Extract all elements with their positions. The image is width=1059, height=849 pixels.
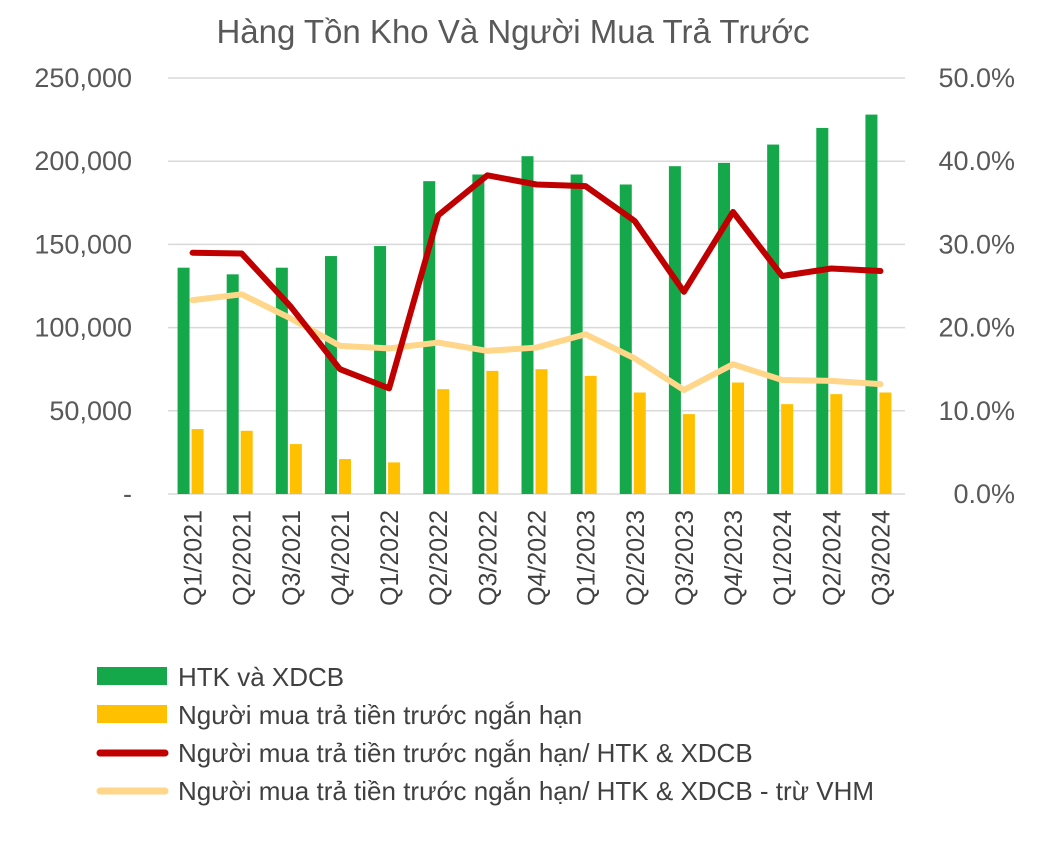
left-tick-label: 50,000 (49, 396, 132, 426)
left-axis-ticks: - 50,000 100,000 150,000 200,000 250,000 (34, 63, 132, 509)
line-ratio (189, 172, 884, 392)
bar-htk-xdcb (275, 267, 288, 494)
bar-nguoi-mua-tra-truoc (437, 389, 450, 494)
bar-htk-xdcb (226, 274, 239, 494)
bar-nguoi-mua-tra-truoc (191, 429, 204, 494)
bar-htk-xdcb (324, 256, 337, 494)
left-tick-label: - (123, 479, 132, 509)
bar-nguoi-mua-tra-truoc (781, 404, 794, 494)
bar-nguoi-mua-tra-truoc (388, 462, 401, 494)
bar-nguoi-mua-tra-truoc (633, 392, 646, 494)
bar-htk-xdcb (767, 144, 780, 494)
bar-nguoi-mua-tra-truoc (732, 382, 745, 494)
bar-series (177, 114, 892, 495)
left-tick-label: 250,000 (34, 63, 132, 93)
bar-nguoi-mua-tra-truoc (338, 459, 351, 494)
left-tick-label: 150,000 (34, 229, 132, 259)
right-tick-label: 10.0% (938, 396, 1015, 426)
category-label: Q3/2021 (278, 510, 306, 606)
bar-htk-xdcb (865, 114, 878, 494)
legend-swatch (97, 667, 167, 685)
bar-nguoi-mua-tra-truoc (830, 394, 843, 494)
chart-title: Hàng Tồn Kho Và Người Mua Trả Trước (216, 13, 809, 50)
bar-nguoi-mua-tra-truoc (879, 392, 892, 494)
category-label: Q3/2022 (474, 510, 502, 606)
bar-htk-xdcb (816, 127, 829, 495)
bar-htk-xdcb (668, 166, 681, 494)
bar-nguoi-mua-tra-truoc (486, 370, 499, 494)
category-label: Q1/2022 (376, 510, 404, 606)
category-label: Q1/2023 (573, 510, 601, 606)
category-labels: Q1/2021 Q2/2021 Q3/2021 Q4/2021 Q1/2022 Q2/20… (180, 510, 896, 606)
legend-swatch (97, 705, 167, 723)
bar-htk-xdcb (177, 267, 190, 494)
legend-label: HTK và XDCB (178, 662, 344, 692)
category-label: Q4/2022 (524, 510, 552, 606)
right-tick-label: 50.0% (938, 63, 1015, 93)
category-label: Q2/2024 (818, 510, 846, 606)
category-label: Q2/2023 (622, 510, 650, 606)
left-tick-label: 200,000 (34, 146, 132, 176)
right-axis-ticks: 0.0% 10.0% 20.0% 30.0% 40.0% 50.0% (938, 63, 1015, 509)
bar-htk-xdcb (374, 246, 387, 494)
category-label: Q2/2022 (425, 510, 453, 606)
legend-label: Người mua trả tiền trước ngắn hạn (178, 700, 582, 730)
legend-label: Người mua trả tiền trước ngắn hạn/ HTK &… (178, 776, 874, 806)
category-label: Q3/2023 (671, 510, 699, 606)
right-tick-label: 40.0% (938, 146, 1015, 176)
bar-nguoi-mua-tra-truoc (289, 444, 302, 494)
right-tick-label: 30.0% (938, 229, 1015, 259)
category-label: Q4/2021 (327, 510, 355, 606)
legend: HTK và XDCB Người mua trả tiền trước ngắn… (96, 662, 874, 806)
bar-htk-xdcb (619, 184, 632, 494)
bar-nguoi-mua-tra-truoc (682, 414, 695, 494)
right-tick-label: 0.0% (953, 479, 1015, 509)
left-tick-label: 100,000 (34, 313, 132, 343)
bar-htk-xdcb (472, 174, 485, 494)
right-tick-label: 20.0% (938, 313, 1015, 343)
bar-htk-xdcb (521, 156, 534, 494)
legend-label: Người mua trả tiền trước ngắn hạn/ HTK &… (178, 738, 753, 768)
category-label: Q1/2021 (180, 510, 208, 606)
category-label: Q3/2024 (867, 510, 895, 606)
bar-nguoi-mua-tra-truoc (584, 375, 597, 494)
line-series (189, 172, 884, 393)
category-label: Q2/2021 (229, 510, 257, 606)
category-label: Q4/2023 (720, 510, 748, 606)
category-label: Q1/2024 (769, 510, 797, 606)
bar-htk-xdcb (718, 162, 731, 494)
bar-nguoi-mua-tra-truoc (240, 430, 253, 494)
bar-nguoi-mua-tra-truoc (535, 369, 548, 494)
